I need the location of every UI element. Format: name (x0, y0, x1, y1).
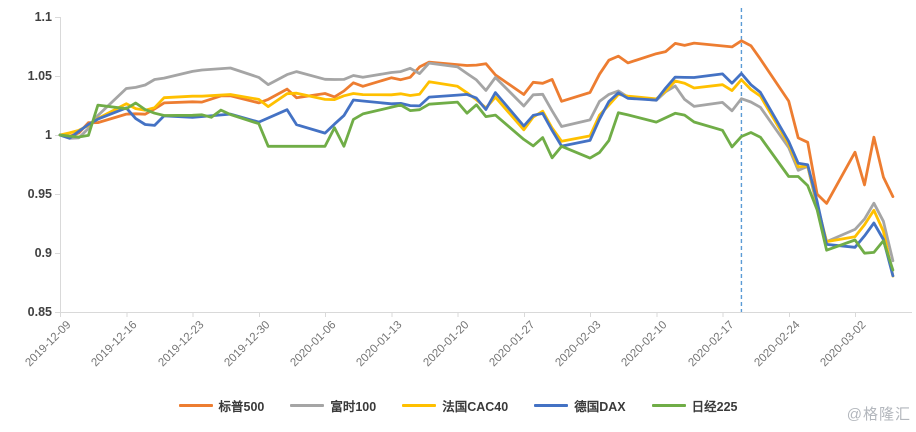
legend-item-sp500: 标普500 (178, 396, 265, 415)
legend-label-ftse100: 富时100 (330, 400, 377, 414)
y-axis-tick-label: 0.9 (34, 246, 52, 260)
series-line-ftse100 (58, 61, 895, 263)
chart-legend: 标普500 富时100 法国CAC40 德国DAX 日经225 (0, 396, 916, 415)
legend-line-marker-ftse100 (290, 404, 325, 407)
legend-label-sp500: 标普500 (218, 400, 265, 414)
legend-line-marker-cac40 (402, 404, 437, 407)
legend-item-cac40: 法国CAC40 (402, 396, 508, 415)
legend-item-dax: 德国DAX (534, 396, 626, 415)
series-line-sp500 (58, 39, 895, 205)
legend-line-marker-nikkei225 (651, 404, 686, 407)
legend-item-ftse100: 富时100 (290, 396, 376, 415)
legend-label-dax: 德国DAX (574, 400, 626, 414)
y-axis-tick-label: 1.05 (27, 69, 52, 83)
series-line-dax (58, 72, 895, 278)
y-axis-tick-label: 0.85 (27, 305, 52, 319)
legend-label-nikkei225: 日经225 (691, 400, 738, 414)
series-line-cac40 (58, 78, 895, 278)
legend-line-marker-dax (534, 404, 569, 407)
y-axis-tick-label: 1.1 (34, 10, 52, 24)
y-axis-tick-label: 0.95 (27, 187, 52, 201)
legend-line-marker-sp500 (178, 404, 213, 407)
series-line-nikkei225 (58, 100, 895, 272)
y-axis-tick-label: 1 (45, 128, 52, 142)
legend-label-cac40: 法国CAC40 (442, 400, 509, 414)
watermark-gelonghui: @格隆汇 (846, 406, 911, 423)
legend-item-nikkei225: 日经225 (651, 396, 738, 415)
